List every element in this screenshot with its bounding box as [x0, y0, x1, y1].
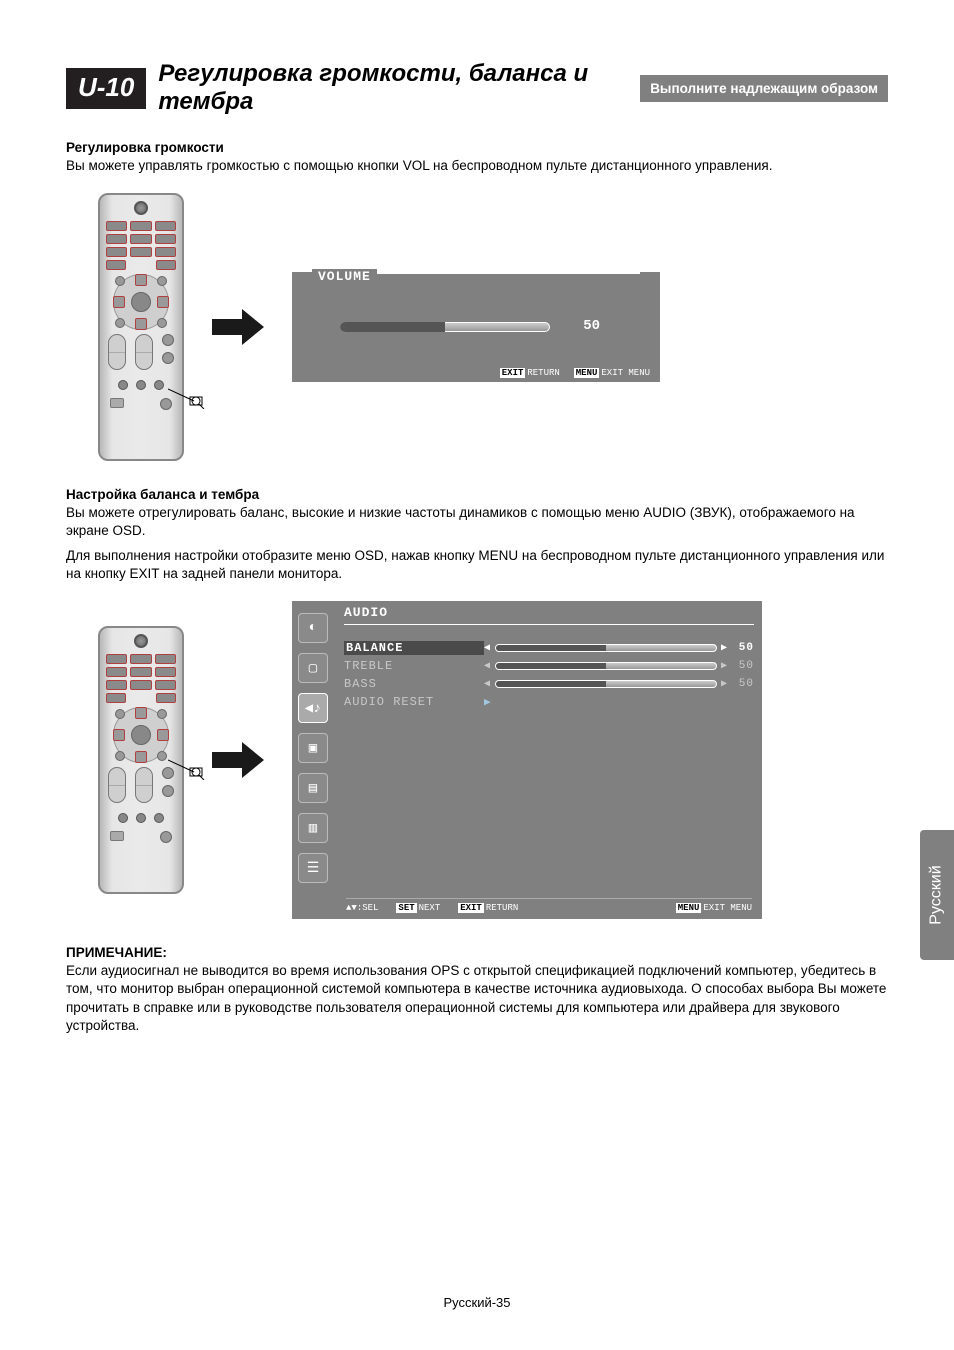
audio-menu-label: TREBLE: [344, 659, 484, 673]
section-title: Регулировка громкости, баланса и тембра: [158, 60, 628, 116]
volume-osd-panel: VOLUME 50 EXITRETURN MENUEXIT MENU: [292, 272, 660, 382]
audio-menu-row: BASS◀▶50: [344, 675, 754, 693]
callout-icon: [168, 385, 208, 409]
audio-menu-value: 50: [728, 660, 754, 672]
tone-heading: Настройка баланса и тембра: [66, 487, 888, 502]
volume-value: 50: [583, 318, 600, 334]
audio-menu-label: BASS: [344, 677, 484, 691]
audio-osd-panel: ◐ ▢ ◀♪ ▣ ▤ ▥ ☰ AUDIO BALANCE◀▶50TREBLE◀▶…: [292, 601, 762, 919]
tone-text-2: Для выполнения настройки отобразите меню…: [66, 547, 888, 583]
tab-icon: ▢: [298, 653, 328, 683]
tab-icon-audio: ◀♪: [298, 693, 328, 723]
remote-control-image: [98, 626, 184, 894]
tab-icon: ☰: [298, 853, 328, 883]
volume-osd-hints: EXITRETURN MENUEXIT MENU: [500, 368, 650, 378]
arrow-icon: [208, 307, 268, 347]
tab-icon: ◐: [298, 613, 328, 643]
audio-osd-title: AUDIO: [344, 605, 754, 625]
callout-icon: [168, 756, 208, 780]
figure-volume: VOLUME 50 EXITRETURN MENUEXIT MENU: [98, 193, 888, 461]
audio-menu-label: BALANCE: [344, 641, 484, 655]
audio-menu-row: TREBLE◀▶50: [344, 657, 754, 675]
audio-osd-tabs: ◐ ▢ ◀♪ ▣ ▤ ▥ ☰: [298, 613, 336, 883]
volume-heading: Регулировка громкости: [66, 140, 888, 155]
section-number: U-10: [66, 68, 146, 109]
volume-text: Вы можете управлять громкостью с помощью…: [66, 157, 888, 175]
tab-icon: ▣: [298, 733, 328, 763]
submenu-arrow-icon: ▶: [484, 695, 492, 709]
audio-menu-value: 50: [728, 678, 754, 690]
tab-icon: ▥: [298, 813, 328, 843]
audio-menu-row: BALANCE◀▶50: [344, 639, 754, 657]
tab-icon: ▤: [298, 773, 328, 803]
note-heading: ПРИМЕЧАНИЕ:: [66, 945, 888, 960]
section-note: Выполните надлежащим образом: [640, 75, 888, 102]
page-header: U-10 Регулировка громкости, баланса и те…: [66, 60, 888, 116]
arrow-icon: [208, 740, 268, 780]
audio-menu-value: 50: [728, 642, 754, 654]
audio-menu-label: AUDIO RESET: [344, 695, 484, 709]
page-footer: Русский-35: [0, 1295, 954, 1310]
tone-text-1: Вы можете отрегулировать баланс, высокие…: [66, 504, 888, 540]
language-side-tab: Русский: [920, 830, 954, 960]
figure-audio: ◐ ▢ ◀♪ ▣ ▤ ▥ ☰ AUDIO BALANCE◀▶50TREBLE◀▶…: [98, 601, 888, 919]
audio-menu-row: AUDIO RESET▶: [344, 693, 754, 711]
remote-control-image: [98, 193, 184, 461]
volume-osd-title: VOLUME: [312, 269, 377, 284]
note-text: Если аудиосигнал не выводится во время и…: [66, 962, 888, 1035]
audio-osd-hints: ▲▼:SEL SETNEXT EXITRETURN MENUEXIT MENU: [346, 898, 752, 913]
